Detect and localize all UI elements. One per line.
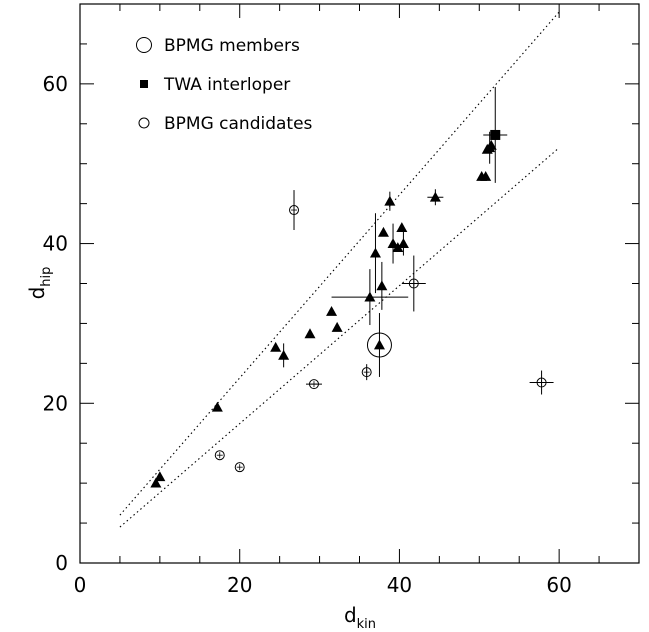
legend-label: BPMG candidates xyxy=(164,114,313,134)
x-tick-label: 0 xyxy=(74,573,87,597)
legend: BPMG members TWA interloper BPMG candidate… xyxy=(136,36,313,134)
data-point-circle-small xyxy=(289,205,300,216)
data-point-triangle xyxy=(387,238,399,248)
legend-marker-interloper xyxy=(140,80,148,88)
legend-label: BPMG members xyxy=(164,36,300,56)
data-point-circle-small xyxy=(361,367,372,378)
data-point-triangle xyxy=(397,238,409,248)
data-point-triangle xyxy=(331,321,343,332)
y-tick-label: 0 xyxy=(55,551,68,575)
legend-marker-candidates xyxy=(138,117,150,129)
reference-line-1 xyxy=(119,147,560,528)
data-point-triangle xyxy=(270,341,282,352)
data-point-triangle xyxy=(376,280,388,291)
error-bars xyxy=(216,87,554,471)
data-point-circle-small xyxy=(408,278,419,289)
x-axis-label-main: d xyxy=(344,603,357,627)
data-point-triangle xyxy=(369,247,381,258)
data-point-circle-small xyxy=(234,462,245,473)
reference-line-0 xyxy=(119,11,560,516)
data-point-triangle xyxy=(211,401,223,412)
y-tick-label: 20 xyxy=(43,391,68,415)
data-point-triangle xyxy=(373,339,385,350)
data-point-triangle xyxy=(384,195,396,206)
data-point-triangle xyxy=(278,349,290,360)
x-tick-label: 40 xyxy=(387,573,412,597)
data-point-triangle xyxy=(326,305,338,316)
x-axis-label: dkin xyxy=(344,603,376,632)
legend-marker-members xyxy=(136,37,152,53)
data-point-triangle xyxy=(429,191,441,202)
y-tick-label: 60 xyxy=(43,72,68,96)
data-points xyxy=(150,129,547,488)
data-point-triangle xyxy=(485,139,497,150)
x-axis-label-sub: kin xyxy=(357,617,376,632)
data-point-circle-small xyxy=(536,377,547,388)
data-point-triangle xyxy=(150,477,162,488)
x-tick-label: 60 xyxy=(546,573,571,597)
reference-lines xyxy=(119,11,560,528)
data-point-triangle xyxy=(480,170,492,181)
data-point-triangle xyxy=(377,226,389,237)
data-point-triangle xyxy=(392,242,404,252)
y-axis-label-main: d xyxy=(25,287,49,300)
y-axis-label-sub: hip xyxy=(39,267,54,287)
data-point-triangle xyxy=(154,471,166,482)
data-point-circle-small xyxy=(214,450,225,461)
y-axis-label: dhip xyxy=(25,267,54,300)
data-point-circle-large xyxy=(366,332,392,358)
data-point-triangle xyxy=(364,291,376,302)
x-tick-label: 20 xyxy=(227,573,252,597)
data-point-triangle xyxy=(396,222,408,232)
axis-tick-labels: 0 20 40 60 0 20 40 60 xyxy=(43,72,572,597)
data-point-square xyxy=(490,129,501,140)
legend-label: TWA interloper xyxy=(163,75,290,95)
y-tick-label: 40 xyxy=(43,232,68,256)
axis-ticks xyxy=(79,3,640,564)
data-point-circle-small xyxy=(308,379,319,390)
data-point-triangle xyxy=(304,328,316,339)
